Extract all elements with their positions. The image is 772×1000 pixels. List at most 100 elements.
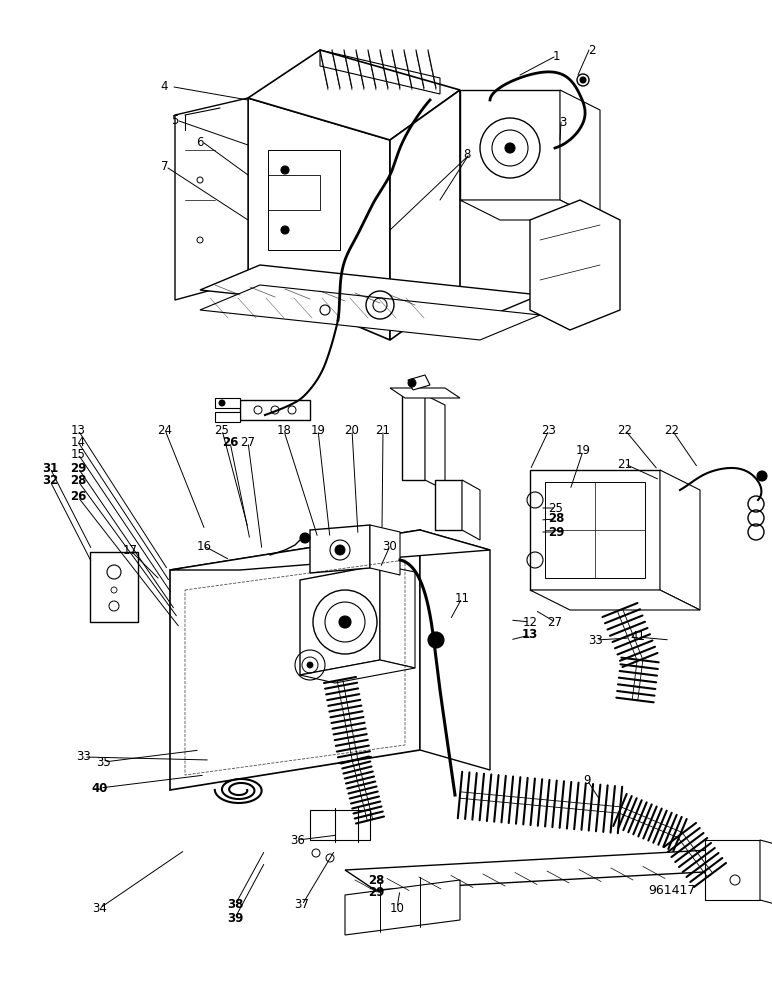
Text: 22: 22: [618, 424, 632, 436]
Circle shape: [307, 662, 313, 668]
Circle shape: [281, 226, 289, 234]
Polygon shape: [402, 395, 425, 480]
Text: 20: 20: [344, 424, 360, 436]
Text: 19: 19: [310, 424, 326, 436]
Polygon shape: [530, 590, 700, 610]
Polygon shape: [425, 395, 445, 490]
Polygon shape: [390, 388, 460, 398]
Circle shape: [428, 632, 444, 648]
Polygon shape: [310, 525, 370, 573]
Circle shape: [408, 379, 416, 387]
Text: 22: 22: [665, 424, 679, 436]
Polygon shape: [90, 552, 138, 622]
Text: 33: 33: [588, 634, 604, 647]
Polygon shape: [268, 150, 340, 250]
Text: 26: 26: [222, 436, 239, 448]
Text: 19: 19: [575, 444, 591, 458]
Text: 6: 6: [196, 135, 204, 148]
Polygon shape: [710, 850, 772, 875]
Circle shape: [335, 545, 345, 555]
Polygon shape: [215, 398, 240, 408]
Text: 39: 39: [227, 912, 243, 924]
Polygon shape: [760, 840, 772, 908]
Text: 37: 37: [295, 898, 310, 912]
Text: 12: 12: [523, 615, 537, 629]
Circle shape: [757, 471, 767, 481]
Text: 21: 21: [375, 424, 391, 436]
Text: 25: 25: [215, 424, 229, 436]
Text: 23: 23: [542, 424, 557, 436]
Circle shape: [339, 616, 351, 628]
Text: 13: 13: [522, 629, 538, 642]
Polygon shape: [460, 200, 600, 220]
Text: 35: 35: [96, 756, 111, 768]
Polygon shape: [345, 880, 460, 935]
Text: 38: 38: [227, 898, 243, 912]
Polygon shape: [462, 480, 480, 540]
Text: 15: 15: [70, 448, 86, 460]
Polygon shape: [460, 90, 560, 200]
Polygon shape: [435, 480, 462, 530]
Polygon shape: [420, 530, 490, 770]
Polygon shape: [370, 525, 400, 575]
Polygon shape: [345, 850, 740, 890]
Text: 961417: 961417: [648, 884, 696, 896]
Text: 27: 27: [241, 436, 256, 448]
Polygon shape: [200, 285, 540, 340]
Text: 3: 3: [559, 115, 567, 128]
Text: 24: 24: [157, 424, 172, 436]
Text: 18: 18: [276, 424, 292, 438]
Circle shape: [300, 533, 310, 543]
Circle shape: [580, 77, 586, 83]
Polygon shape: [170, 530, 420, 790]
Text: 33: 33: [76, 750, 91, 764]
Text: 36: 36: [290, 834, 306, 846]
Text: 28: 28: [367, 874, 384, 886]
Polygon shape: [390, 90, 460, 340]
Text: 1: 1: [552, 50, 560, 64]
Polygon shape: [240, 400, 310, 420]
Text: 2: 2: [588, 43, 596, 56]
Polygon shape: [175, 98, 248, 300]
Text: 10: 10: [390, 902, 405, 914]
Polygon shape: [560, 90, 600, 220]
Text: 8: 8: [463, 148, 471, 161]
Polygon shape: [170, 530, 490, 570]
Polygon shape: [248, 98, 390, 340]
Text: 29: 29: [69, 462, 86, 475]
Text: 16: 16: [197, 540, 212, 552]
Text: 17: 17: [123, 544, 137, 556]
Polygon shape: [380, 565, 415, 668]
Text: 13: 13: [70, 424, 86, 436]
Text: 34: 34: [93, 902, 107, 914]
Text: 11: 11: [455, 591, 469, 604]
Text: 7: 7: [161, 160, 169, 174]
Text: 27: 27: [547, 615, 563, 629]
Text: 41: 41: [631, 631, 645, 644]
Circle shape: [219, 400, 225, 406]
Polygon shape: [200, 265, 540, 320]
Polygon shape: [705, 840, 760, 900]
Polygon shape: [248, 50, 460, 140]
Text: 29: 29: [548, 526, 564, 538]
Text: 30: 30: [383, 540, 398, 552]
Text: 28: 28: [69, 475, 86, 488]
Text: 40: 40: [92, 782, 108, 794]
Polygon shape: [545, 482, 645, 578]
Text: 25: 25: [549, 502, 564, 514]
Text: 9: 9: [584, 774, 591, 786]
Text: 4: 4: [161, 80, 168, 93]
Circle shape: [260, 410, 270, 420]
Polygon shape: [300, 565, 380, 675]
Text: 14: 14: [70, 436, 86, 448]
Polygon shape: [300, 660, 415, 683]
Circle shape: [505, 143, 515, 153]
Text: 31: 31: [42, 462, 58, 475]
Text: 5: 5: [171, 113, 178, 126]
Text: 21: 21: [618, 458, 632, 471]
Text: 32: 32: [42, 475, 58, 488]
Text: 28: 28: [548, 512, 564, 526]
Polygon shape: [408, 375, 430, 390]
Circle shape: [577, 74, 589, 86]
Polygon shape: [310, 810, 370, 840]
